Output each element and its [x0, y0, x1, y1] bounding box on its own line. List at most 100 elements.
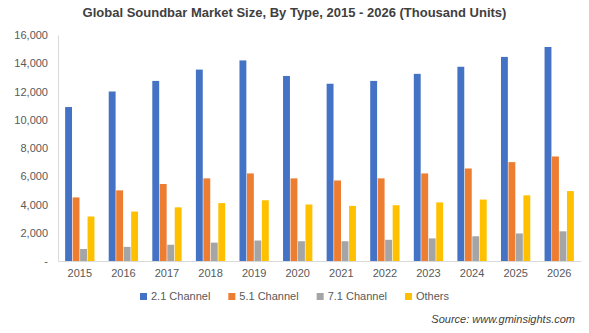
bar: [508, 162, 515, 261]
bar: [291, 178, 298, 261]
y-tick: 6,000: [20, 170, 58, 182]
y-tick-label: 12,000: [14, 86, 48, 98]
bar: [80, 249, 87, 261]
bar: [560, 231, 567, 261]
title: Global Soundbar Market Size, By Type, 20…: [83, 5, 507, 20]
bar: [239, 60, 246, 261]
bar: [73, 197, 80, 261]
x-tick-label: 2019: [242, 267, 266, 279]
bar: [283, 76, 290, 261]
x-tick-label: 2021: [329, 267, 353, 279]
y-tick: 14,000: [14, 57, 58, 69]
y-tick-label: 4,000: [20, 199, 48, 211]
bar: [196, 70, 203, 261]
x-tick-label: 2015: [68, 267, 92, 279]
bar: [160, 184, 167, 261]
bar: [88, 217, 95, 261]
bar: [334, 180, 341, 261]
bar: [516, 233, 523, 261]
y-tick: 4,000: [20, 199, 58, 211]
legend-item: 7.1 Channel: [317, 290, 387, 302]
bar: [370, 81, 377, 261]
bar: [124, 247, 131, 261]
y-tick: 10,000: [14, 114, 58, 126]
legend-label: 7.1 Channel: [328, 290, 387, 302]
y-tick-label: -: [44, 255, 48, 267]
y-axis: - 2,000 4,000 6,000 8,000 10,000 12,000 14,000 1…: [14, 29, 58, 267]
bar: [247, 173, 254, 261]
bar: [327, 84, 334, 261]
bar: [378, 178, 385, 261]
x-tick-label: 2024: [460, 267, 484, 279]
legend-item: Others: [405, 290, 450, 302]
bar: [393, 205, 400, 261]
x-tick: 2017: [155, 261, 179, 279]
y-tick: 8,000: [20, 142, 58, 154]
x-tick-label: 2016: [111, 267, 135, 279]
bar: [305, 205, 312, 262]
x-tick-label: 2017: [155, 267, 179, 279]
bar: [262, 200, 269, 261]
x-tick: 2019: [242, 261, 266, 279]
bar: [567, 191, 574, 261]
plot: - 2,000 4,000 6,000 8,000 10,000 12,000 14,000 1…: [14, 29, 581, 279]
bar: [342, 241, 349, 261]
bar: [131, 212, 138, 261]
legend-swatch: [228, 293, 235, 300]
legend-item: 2.1 Channel: [140, 290, 210, 302]
x-axis-line: [59, 261, 582, 262]
bar: [545, 47, 552, 261]
y-tick: 2,000: [20, 227, 58, 239]
x-tick: 2018: [198, 261, 222, 279]
y-tick-label: 8,000: [20, 142, 48, 154]
legend-label: 5.1 Channel: [239, 290, 298, 302]
bar: [480, 200, 487, 261]
chart: Global Soundbar Market Size, By Type, 20…: [0, 0, 589, 333]
series: [80, 231, 566, 261]
x-tick: 2020: [285, 261, 309, 279]
x-tick: 2025: [503, 261, 527, 279]
bar: [436, 202, 443, 261]
series: [65, 47, 551, 261]
legend-swatch: [405, 293, 412, 300]
bars: [65, 47, 574, 261]
bar: [167, 245, 174, 261]
x-tick: 2021: [329, 261, 353, 279]
y-tick: -: [44, 255, 58, 267]
x-tick-label: 2023: [416, 267, 440, 279]
x-tick: 2026: [547, 261, 571, 279]
x-tick: 2023: [416, 261, 440, 279]
bar: [175, 207, 182, 261]
bar: [552, 156, 559, 261]
series: [73, 156, 559, 261]
source-note: Source: www.gminsights.com: [431, 313, 575, 325]
bar: [109, 92, 116, 262]
bar: [116, 190, 123, 261]
y-tick-label: 14,000: [14, 57, 48, 69]
bar: [421, 173, 428, 261]
legend-item: 5.1 Channel: [228, 290, 298, 302]
x-tick-label: 2026: [547, 267, 571, 279]
bar: [523, 195, 530, 261]
y-tick-label: 6,000: [20, 170, 48, 182]
y-tick-label: 2,000: [20, 227, 48, 239]
bar: [385, 240, 392, 261]
legend: 2.1 Channel 5.1 Channel 7.1 Channel Others: [140, 290, 449, 302]
series: [88, 191, 574, 261]
x-tick: 2015: [68, 261, 92, 279]
bar: [414, 74, 421, 261]
bar: [457, 67, 464, 261]
x-axis: 2015 2016 2017 2018 2019 2020 2021 2022 2023 2024…: [59, 261, 582, 279]
x-tick: 2016: [111, 261, 135, 279]
x-tick-label: 2025: [503, 267, 527, 279]
bar: [501, 57, 508, 261]
x-tick-label: 2020: [285, 267, 309, 279]
bar: [349, 206, 356, 261]
bar: [152, 81, 159, 261]
x-tick: 2022: [373, 261, 397, 279]
y-tick: 12,000: [14, 86, 58, 98]
bar: [218, 203, 225, 261]
y-tick: 16,000: [14, 29, 58, 41]
y-axis-line: [58, 36, 59, 262]
legend-label: 2.1 Channel: [151, 290, 210, 302]
